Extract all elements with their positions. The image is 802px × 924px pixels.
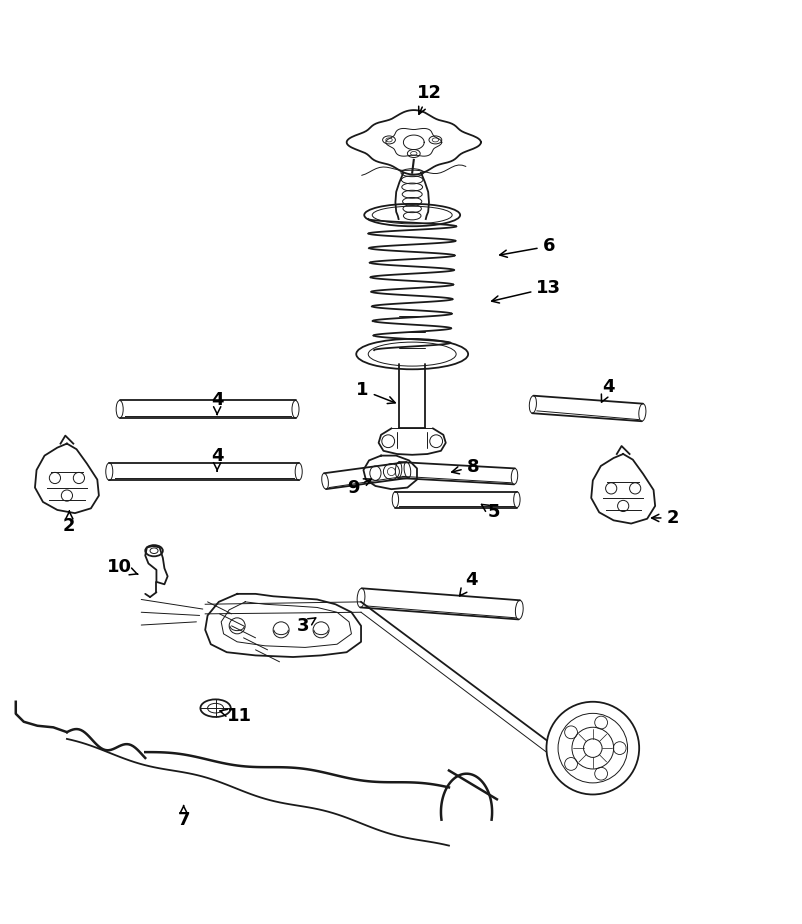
Text: 2: 2 bbox=[652, 509, 679, 527]
Text: 11: 11 bbox=[220, 707, 252, 725]
Text: 5: 5 bbox=[481, 504, 500, 521]
Text: 2: 2 bbox=[63, 511, 75, 535]
Text: 4: 4 bbox=[211, 447, 224, 471]
Text: 4: 4 bbox=[460, 571, 477, 596]
Text: 12: 12 bbox=[416, 84, 441, 115]
Text: 13: 13 bbox=[492, 279, 561, 303]
Text: 1: 1 bbox=[356, 381, 395, 404]
Text: 4: 4 bbox=[211, 391, 224, 415]
Text: 6: 6 bbox=[500, 237, 555, 257]
Text: 10: 10 bbox=[107, 558, 138, 577]
Text: 8: 8 bbox=[452, 457, 480, 476]
Text: 3: 3 bbox=[298, 617, 316, 635]
Text: 4: 4 bbox=[602, 378, 615, 402]
Text: 9: 9 bbox=[346, 479, 371, 496]
Text: 7: 7 bbox=[177, 806, 190, 829]
